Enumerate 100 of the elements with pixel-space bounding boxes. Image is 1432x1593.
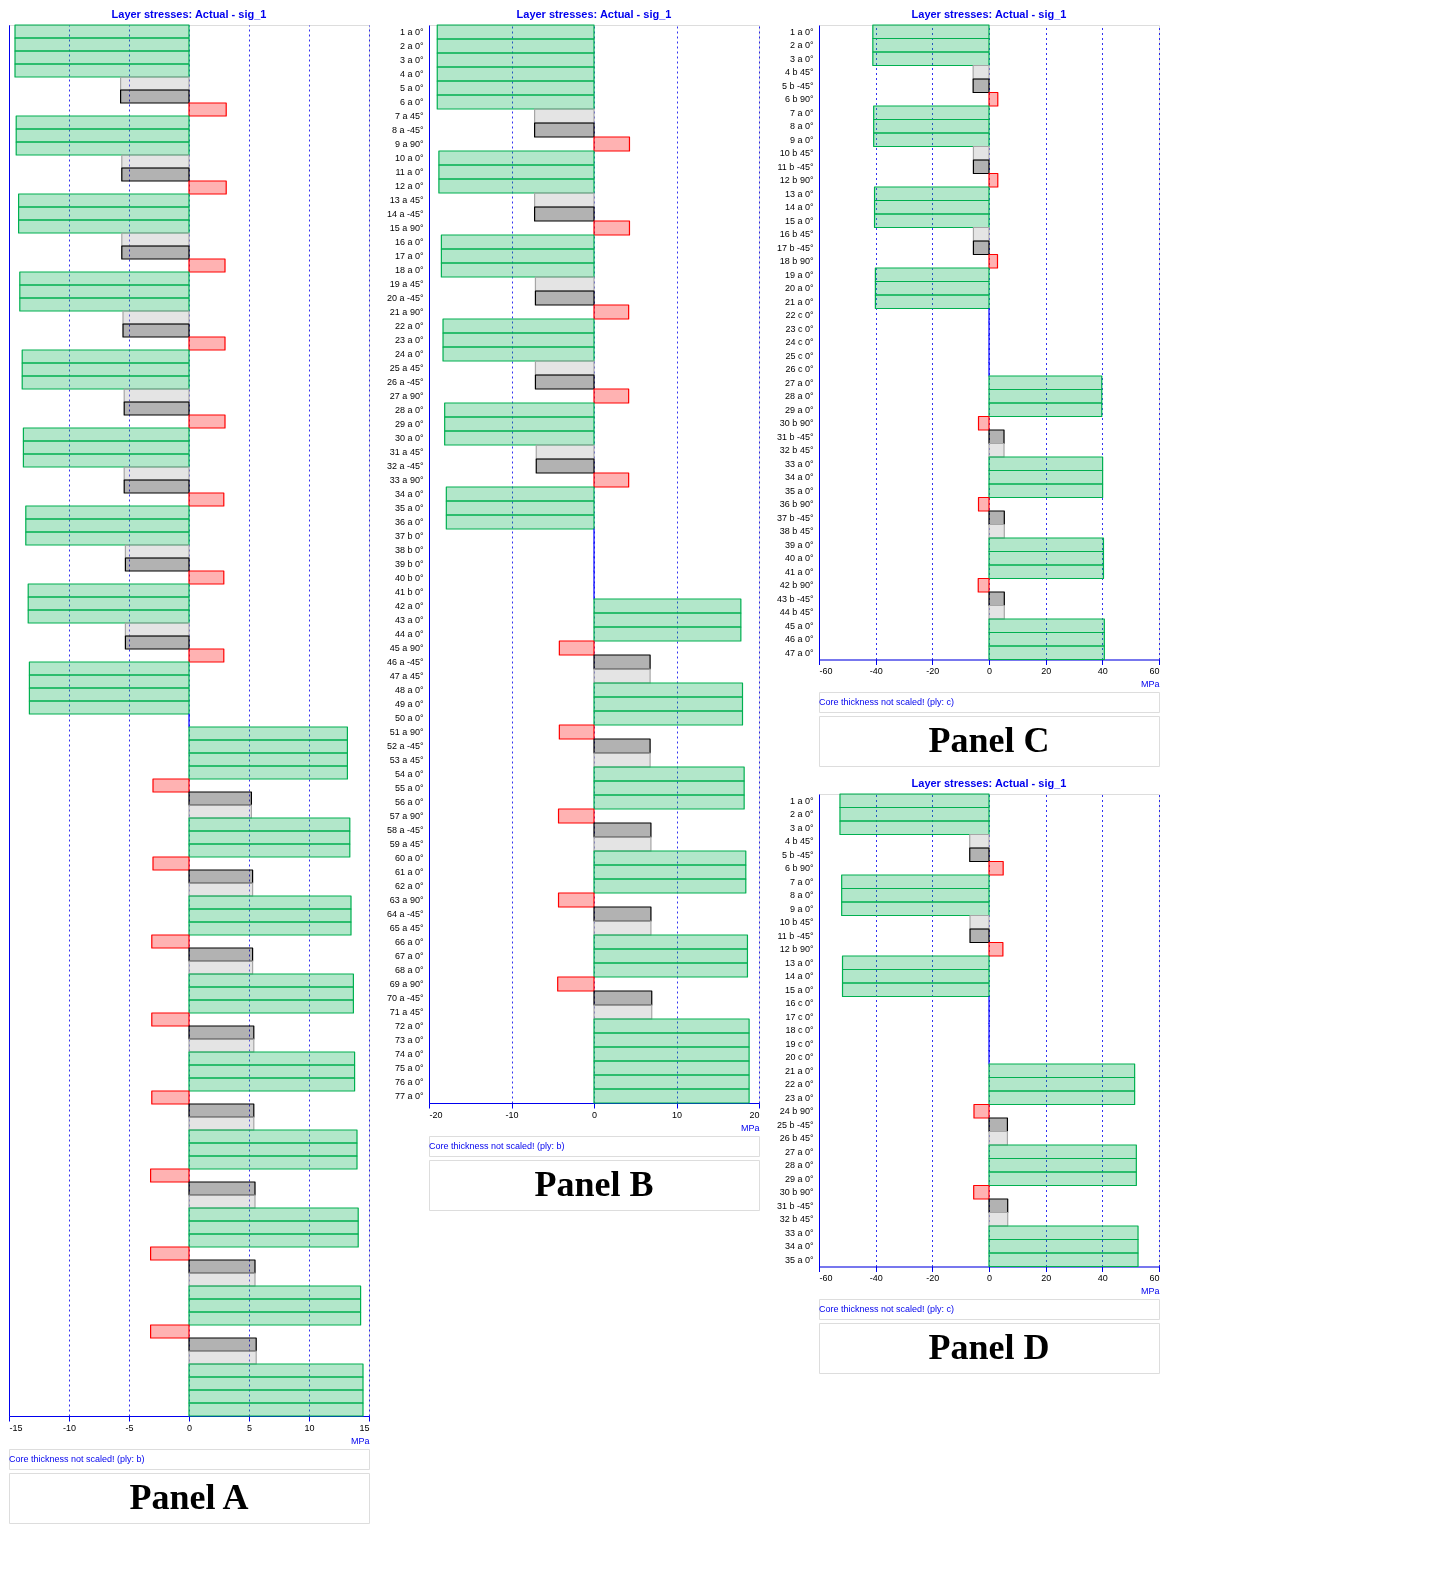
y-tick-label: 32 b 45° — [779, 445, 814, 456]
y-tick-label: 45 a 0° — [784, 620, 814, 631]
x-tick-label: 10 — [304, 1422, 315, 1433]
y-tick-label: 41 b 0° — [394, 587, 424, 597]
y-tick-label: 28 a 0° — [784, 391, 814, 402]
y-tick-label: 74 a 0° — [394, 1049, 424, 1059]
y-tick-label: 16 a 0° — [394, 237, 424, 247]
x-axis-title: MPa — [740, 1122, 760, 1133]
y-tick-label: 25 a 45° — [389, 363, 424, 373]
y-tick-label: 7 a 0° — [789, 876, 814, 887]
y-tick-label: 77 a 0° — [394, 1091, 424, 1101]
y-tick-label: 2 a 0° — [399, 41, 424, 51]
x-tick-label: -20 — [429, 1109, 443, 1120]
y-tick-label: 39 b 0° — [394, 559, 424, 569]
x-tick-label: 0 — [591, 1109, 598, 1120]
y-tick-label: 33 a 0° — [784, 458, 814, 469]
y-tick-label: 1 a 0° — [789, 795, 814, 806]
y-tick-label: 28 a 0° — [784, 1160, 814, 1171]
y-tick-label: 6 a 0° — [399, 97, 424, 107]
y-tick-label: 18 b 90° — [779, 256, 814, 267]
x-tick-label: 20 — [749, 1109, 760, 1120]
y-tick-label: 57 a 90° — [389, 811, 424, 821]
y-tick-label: 25 b -45° — [776, 1119, 814, 1130]
y-tick-label: 26 a -45° — [386, 377, 424, 387]
y-tick-label: 20 a 0° — [784, 283, 814, 294]
y-tick-label: 19 c 0° — [785, 1038, 814, 1049]
y-tick-label: 2 a 0° — [789, 809, 814, 820]
x-tick-label: -10 — [505, 1109, 519, 1120]
y-tick-label: 33 a 0° — [784, 1227, 814, 1238]
y-tick-label: 40 a 0° — [784, 553, 814, 564]
y-tick-label: 3 a 0° — [789, 822, 814, 833]
y-tick-label: 23 a 0° — [784, 1092, 814, 1103]
y-tick-label: 31 a 45° — [389, 447, 424, 457]
x-tick-label: 0 — [986, 666, 993, 676]
chart-title: Layer stresses: Actual - sig_1 — [911, 8, 1067, 21]
y-tick-label: 33 a 90° — [389, 475, 424, 485]
y-tick-label: 21 a 90° — [389, 307, 424, 317]
y-tick-label: 3 a 0° — [399, 55, 424, 65]
y-tick-label: 8 a -45° — [391, 125, 424, 135]
chart-title: Layer stresses: Actual - sig_1 — [516, 8, 672, 21]
y-tick-label: 37 b -45° — [776, 512, 814, 523]
y-tick-label: 24 a 0° — [394, 349, 424, 359]
y-tick-label: 11 b -45° — [777, 161, 814, 172]
x-tick-label: -10 — [62, 1422, 77, 1433]
x-tick-label: 20 — [1041, 666, 1052, 676]
y-tick-label: 46 a -45° — [386, 657, 424, 667]
y-tick-label: 6 b 90° — [784, 863, 814, 874]
y-tick-label: 49 a 0° — [394, 699, 424, 709]
y-tick-label: 9 a 0° — [789, 903, 814, 914]
y-tick-label: 20 c 0° — [785, 1052, 814, 1063]
y-tick-label: 62 a 0° — [394, 881, 424, 891]
y-tick-label: 27 a 0° — [784, 1146, 814, 1157]
y-tick-label: 12 b 90° — [779, 175, 814, 186]
y-tick-label: 2 a 0° — [789, 40, 814, 51]
y-tick-label: 4 b 45° — [784, 67, 814, 78]
y-tick-label: 11 a 0° — [395, 167, 424, 177]
y-tick-label: 10 b 45° — [779, 148, 814, 159]
y-tick-label: 37 b 0° — [394, 531, 424, 541]
x-tick-label: 5 — [246, 1422, 253, 1433]
text: Core thickness not scaled! (ply: b) — [429, 1141, 565, 1151]
text: Panel A — [129, 1477, 249, 1517]
y-tick-label: 12 b 90° — [779, 944, 814, 955]
y-tick-label: 54 a 0° — [394, 769, 424, 779]
y-tick-label: 29 a 0° — [394, 419, 424, 429]
y-tick-label: 7 a 45° — [394, 111, 424, 121]
y-tick-label: 29 a 0° — [784, 404, 814, 415]
x-tick-label: -5 — [125, 1422, 134, 1433]
y-tick-label: 12 a 0° — [394, 181, 424, 191]
y-tick-label: 5 a 0° — [399, 83, 424, 93]
y-tick-label: 5 b -45° — [781, 849, 814, 860]
y-tick-label: 31 b -45° — [776, 431, 814, 442]
y-tick-label: 59 a 45° — [389, 839, 424, 849]
y-tick-label: 66 a 0° — [394, 937, 424, 947]
x-tick-label: 15 — [359, 1422, 370, 1433]
x-tick-label: -20 — [926, 1273, 940, 1283]
y-tick-label: 36 a 0° — [394, 517, 424, 527]
y-tick-label: 53 a 45° — [389, 755, 424, 765]
y-tick-label: 68 a 0° — [394, 965, 424, 975]
y-tick-label: 47 a 45° — [389, 671, 424, 681]
y-tick-label: 30 b 90° — [779, 418, 814, 429]
y-tick-label: 69 a 90° — [389, 979, 424, 989]
y-tick-label: 76 a 0° — [394, 1077, 424, 1087]
y-tick-label: 65 a 45° — [389, 923, 424, 933]
y-tick-label: 55 a 0° — [394, 783, 424, 793]
y-tick-label: 30 a 0° — [394, 433, 424, 443]
x-tick-label: 10 — [671, 1109, 683, 1120]
y-tick-label: 22 c 0° — [785, 310, 814, 321]
y-tick-label: 20 a -45° — [386, 293, 424, 303]
y-tick-label: 21 a 0° — [784, 296, 814, 307]
y-tick-label: 70 a -45° — [386, 993, 424, 1003]
x-tick-label: -40 — [869, 666, 883, 676]
x-tick-label: 60 — [1149, 1273, 1160, 1283]
text: Panel B — [534, 1164, 654, 1204]
y-tick-label: 52 a -45° — [386, 741, 424, 751]
x-tick-label: -15 — [9, 1422, 23, 1433]
y-tick-label: 64 a -45° — [386, 909, 424, 919]
y-tick-label: 3 a 0° — [789, 53, 814, 64]
x-tick-label: 60 — [1149, 666, 1160, 676]
y-tick-label: 8 a 0° — [789, 890, 814, 901]
y-tick-label: 19 a 0° — [784, 269, 814, 280]
